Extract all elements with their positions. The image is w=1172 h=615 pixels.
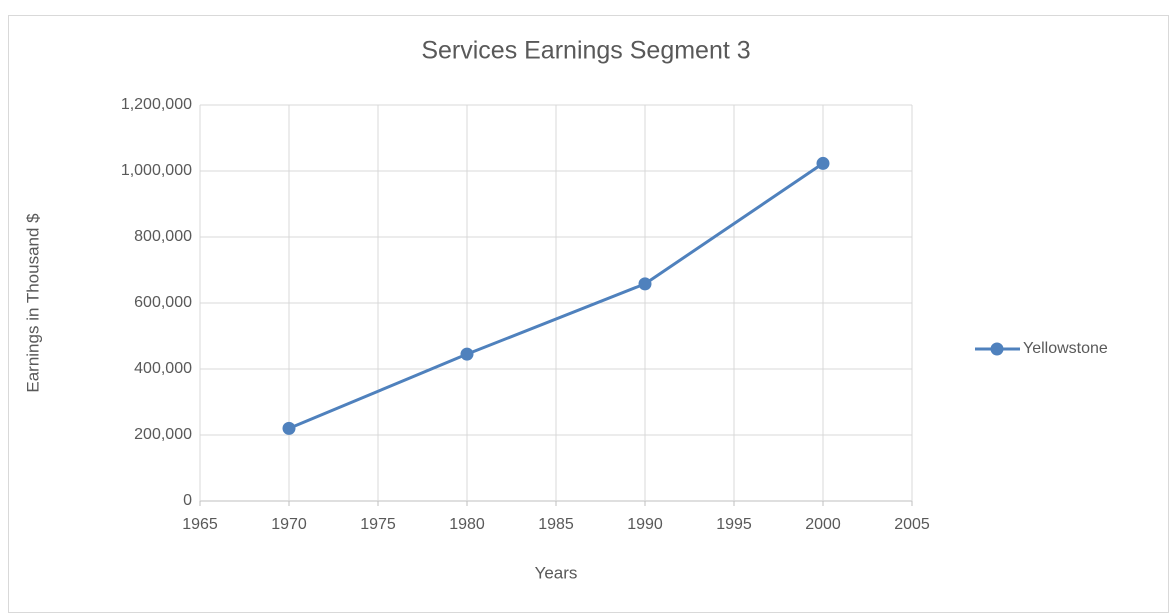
legend-label: Yellowstone xyxy=(1023,340,1108,357)
data-point xyxy=(816,156,830,170)
y-tick-label: 800,000 xyxy=(134,228,192,245)
x-axis-label: Years xyxy=(535,563,578,582)
y-tick-label: 200,000 xyxy=(134,426,192,443)
x-tick-label: 2005 xyxy=(894,516,930,533)
chart-title: Services Earnings Segment 3 xyxy=(421,37,750,65)
y-tick-label: 0 xyxy=(183,492,192,509)
x-tick-label: 1985 xyxy=(538,516,574,533)
x-tick-label: 1995 xyxy=(716,516,752,533)
x-tick-label: 2000 xyxy=(805,516,841,533)
x-tick-label: 1980 xyxy=(449,516,485,533)
series-line xyxy=(288,162,824,430)
x-tick-label: 1970 xyxy=(271,516,307,533)
data-point xyxy=(282,421,296,435)
x-tick-label: 1975 xyxy=(360,516,396,533)
x-tick-label: 1990 xyxy=(627,516,663,533)
y-tick-label: 1,000,000 xyxy=(121,162,192,179)
y-axis-label: Earnings in Thousand $ xyxy=(23,213,42,393)
x-tick-label: 1965 xyxy=(182,516,218,533)
y-tick-label: 1,200,000 xyxy=(121,96,192,113)
chart-frame xyxy=(8,15,1169,613)
y-tick-label: 400,000 xyxy=(134,360,192,377)
data-point xyxy=(638,277,652,291)
data-point xyxy=(460,347,474,361)
legend-marker xyxy=(990,342,1004,356)
y-tick-label: 600,000 xyxy=(134,294,192,311)
